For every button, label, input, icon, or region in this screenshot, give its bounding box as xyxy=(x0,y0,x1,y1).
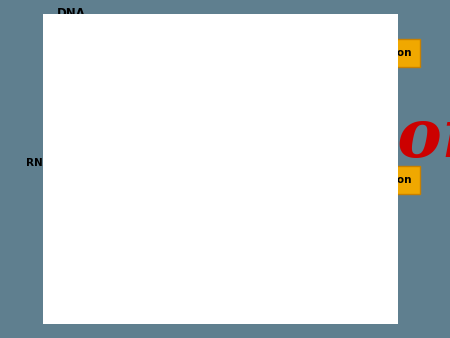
FancyBboxPatch shape xyxy=(336,39,420,67)
Text: DNA: DNA xyxy=(57,7,86,20)
Text: Replication: Replication xyxy=(345,48,411,58)
Text: RNA: RNA xyxy=(26,158,51,168)
FancyBboxPatch shape xyxy=(164,96,256,124)
Text: Replication: Replication xyxy=(345,175,411,185)
Text: Translation: Translation xyxy=(162,193,228,203)
Text: Transcription: Transcription xyxy=(171,105,249,115)
Polygon shape xyxy=(198,235,255,249)
Polygon shape xyxy=(198,227,277,289)
Polygon shape xyxy=(251,229,262,250)
Text: Translation: Translation xyxy=(65,105,450,170)
Text: Protein: Protein xyxy=(119,253,165,263)
FancyBboxPatch shape xyxy=(154,184,236,212)
Text: Reverse
transcription: Reverse transcription xyxy=(63,88,130,108)
FancyBboxPatch shape xyxy=(336,166,420,194)
Bar xyxy=(55,158,310,168)
